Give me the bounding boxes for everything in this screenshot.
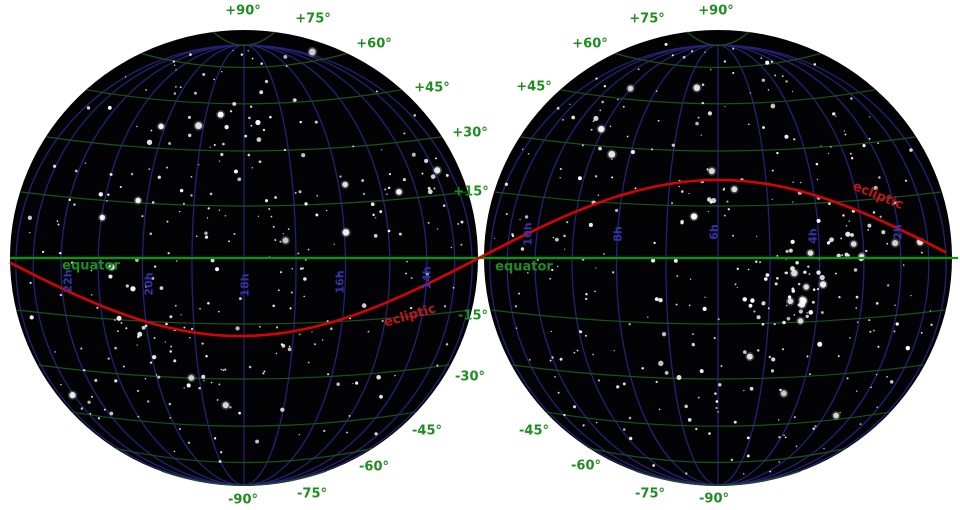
declination-grid — [17, 31, 471, 486]
ecliptic-line — [9, 178, 947, 338]
starfield — [27, 46, 464, 464]
starfield — [493, 42, 933, 475]
declination-grid — [491, 31, 945, 486]
